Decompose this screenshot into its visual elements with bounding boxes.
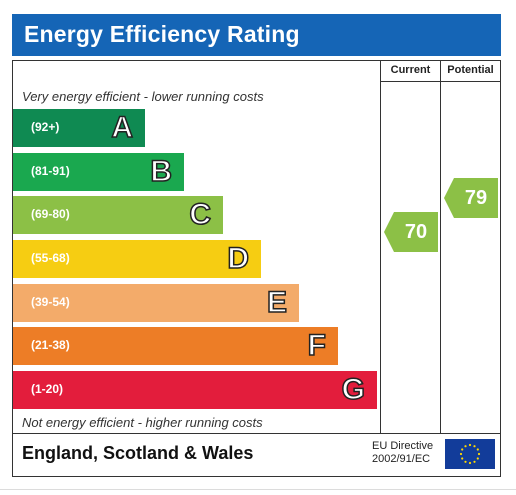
divider-current xyxy=(380,60,381,433)
rating-band-g: (1-20) G xyxy=(13,371,377,409)
current-arrow-body xyxy=(394,212,438,252)
top-caption: Very energy efficient - lower running co… xyxy=(22,89,264,104)
region-label: England, Scotland & Wales xyxy=(22,443,254,463)
band-letter: A xyxy=(111,110,134,145)
title-bar: Energy Efficiency Rating xyxy=(12,14,501,56)
eu-star xyxy=(464,460,467,463)
band-range-label: (81-91) xyxy=(31,164,70,178)
bottom-caption: Not energy efficient - higher running co… xyxy=(22,415,263,430)
footer-divider xyxy=(12,433,500,434)
column-potential-header: Potential xyxy=(447,64,494,76)
rating-band-c: (69-80) C xyxy=(13,196,223,234)
band-letter: G xyxy=(341,372,366,407)
band-letter: B xyxy=(150,154,173,189)
eu-star xyxy=(476,457,479,460)
potential-arrow-tip xyxy=(444,178,454,218)
band-range-label: (39-54) xyxy=(31,295,70,309)
eu-flag-icon xyxy=(445,439,495,469)
directive-line1: EU Directive xyxy=(372,440,434,452)
band-range-label: (92+) xyxy=(31,120,60,134)
current-arrow-tip xyxy=(384,212,394,252)
eu-star xyxy=(459,452,463,456)
eu-star xyxy=(477,452,481,456)
divider-potential xyxy=(440,60,441,433)
header-divider xyxy=(380,81,500,82)
potential-rating-value: 79 xyxy=(464,187,488,209)
rating-band-a: (92+) A xyxy=(13,109,145,147)
eu-directive: EU Directive 2002/91/EC xyxy=(372,440,433,466)
band-letter: F xyxy=(307,328,327,363)
band-range-label: (69-80) xyxy=(31,207,70,221)
page-title: Energy Efficiency Rating xyxy=(24,21,300,47)
band-letter: E xyxy=(266,285,288,320)
band-letter: C xyxy=(189,197,212,232)
band-range-label: (55-68) xyxy=(31,251,70,265)
potential-arrow-body xyxy=(454,178,498,218)
column-current-header: Current xyxy=(390,64,431,76)
rating-band-b: (81-91) B xyxy=(13,153,184,191)
rating-frame xyxy=(12,60,501,477)
eu-star xyxy=(461,448,464,451)
rating-band-e: (39-54) E xyxy=(13,284,299,322)
current-rating-arrow: 70 xyxy=(384,212,438,252)
eu-star xyxy=(468,461,472,465)
rating-band-d: (55-68) D xyxy=(13,240,261,278)
eu-star xyxy=(461,457,464,460)
eu-star xyxy=(468,443,472,447)
current-rating-value: 70 xyxy=(404,221,428,243)
band-range-label: (1-20) xyxy=(31,382,64,396)
potential-rating-arrow: 79 xyxy=(444,178,498,218)
eu-star xyxy=(464,445,467,448)
rating-band-f: (21-38) F xyxy=(13,327,338,365)
eu-star xyxy=(473,460,476,463)
bottom-rule xyxy=(0,489,516,490)
band-letter: D xyxy=(227,241,250,276)
directive-line2: 2002/91/EC xyxy=(372,453,431,465)
eu-star xyxy=(473,445,476,448)
eu-star xyxy=(476,448,479,451)
band-range-label: (21-38) xyxy=(31,338,70,352)
